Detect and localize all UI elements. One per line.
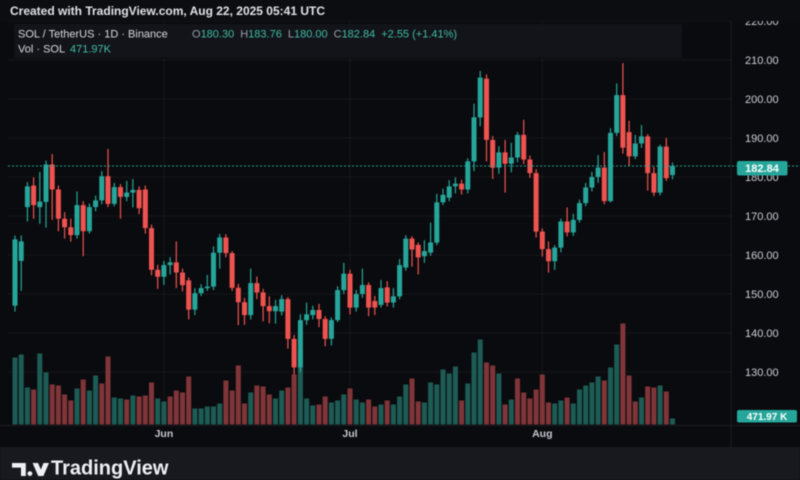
svg-text:471.97K: 471.97K [70,44,112,56]
svg-text:Created with TradingView.com,: Created with TradingView.com, Aug 22, 20… [10,4,325,18]
svg-text:182.84: 182.84 [745,163,780,175]
svg-text:SOL / TetherUS · 1D · Binance: SOL / TetherUS · 1D · Binance [18,29,168,41]
svg-text:Jul: Jul [342,428,357,440]
svg-text:160.00: 160.00 [745,250,779,262]
svg-text:130.00: 130.00 [745,367,779,379]
svg-text:150.00: 150.00 [745,289,779,301]
svg-text:190.00: 190.00 [745,133,779,145]
svg-text:Aug: Aug [532,428,552,440]
svg-text:200.00: 200.00 [745,94,779,106]
svg-text:210.00: 210.00 [745,55,779,67]
svg-text:Jun: Jun [155,428,174,440]
svg-text:471.97 K: 471.97 K [747,412,788,423]
svg-text:TradingView: TradingView [51,458,169,480]
svg-text:140.00: 140.00 [745,328,779,340]
svg-text:170.00: 170.00 [745,211,779,223]
svg-text:Vol · SOL: Vol · SOL [18,44,65,56]
